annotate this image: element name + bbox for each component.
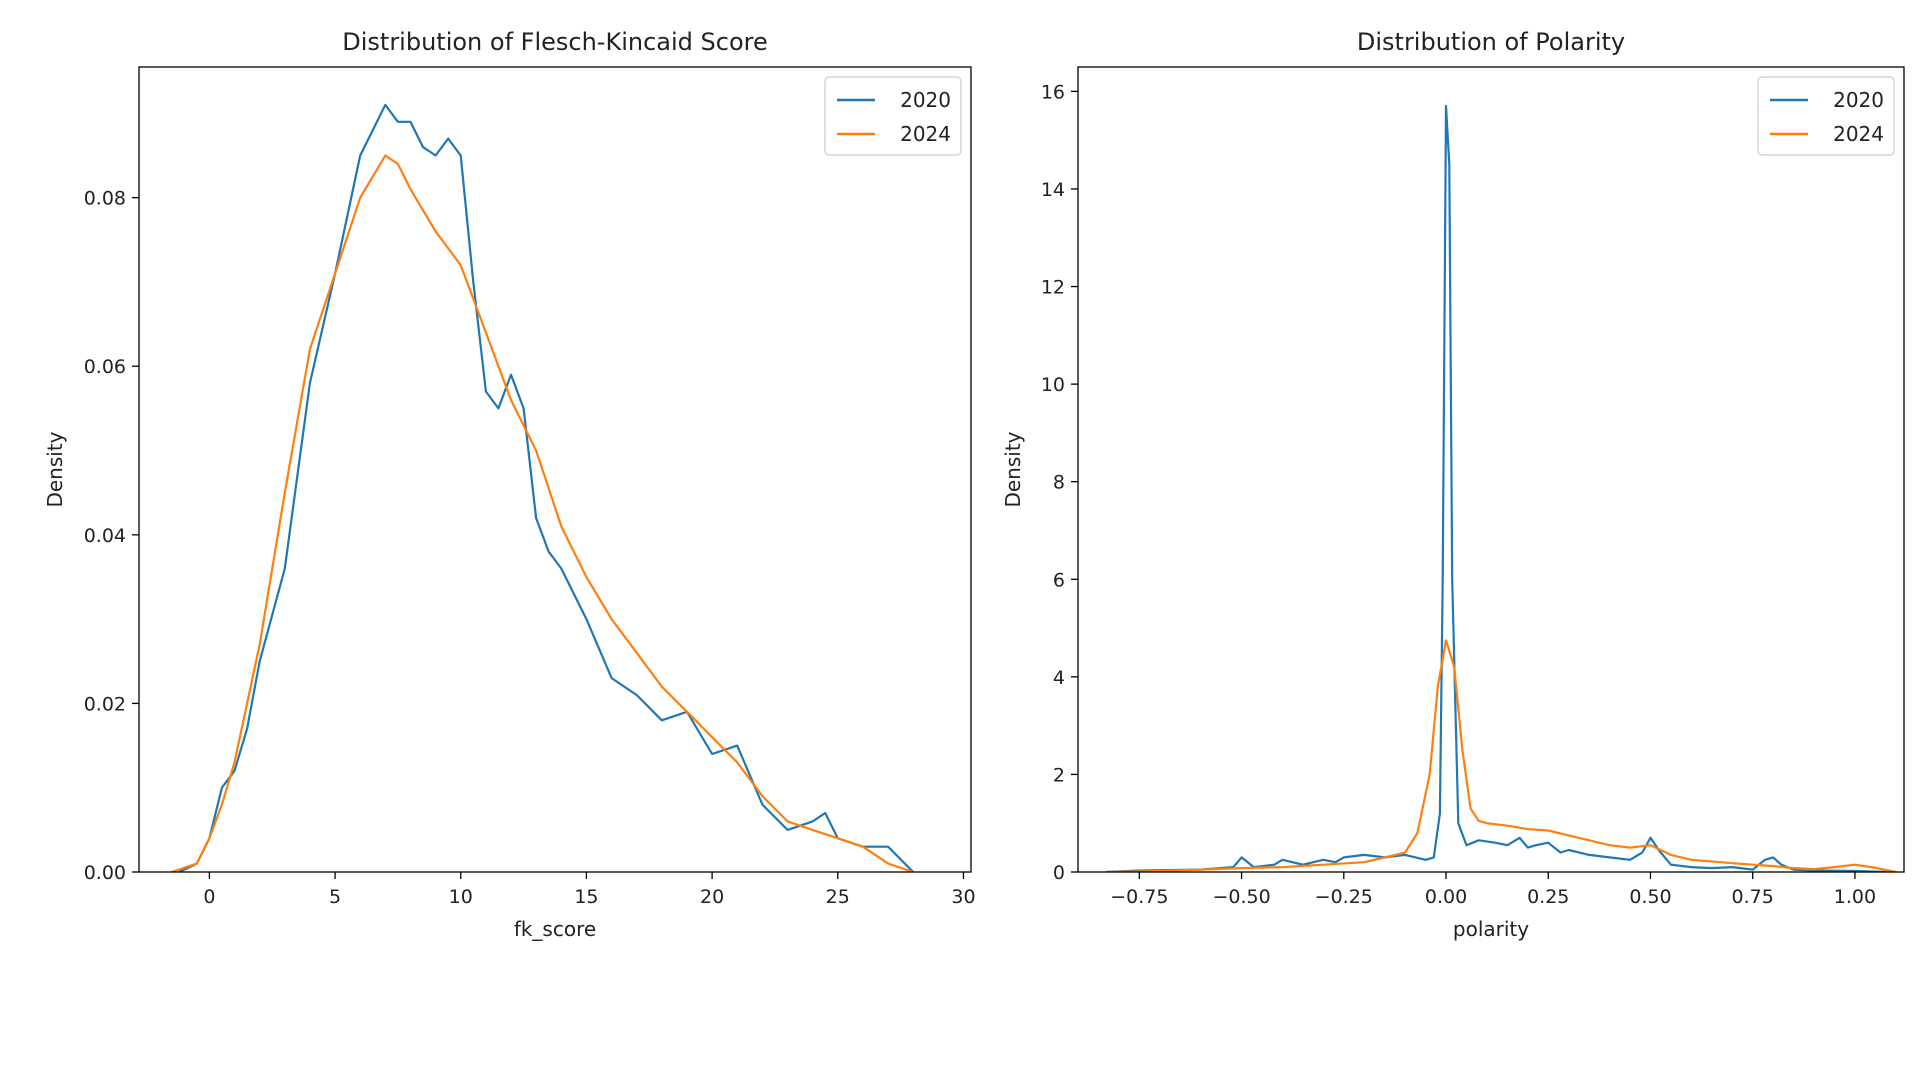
chart2-xtick-label: −0.25 xyxy=(1315,886,1373,908)
chart2-ylabel: Density xyxy=(1001,431,1025,507)
chart1-xtick-label: 15 xyxy=(574,886,598,908)
chart2-ytick-label: 0 xyxy=(1053,862,1065,884)
chart2-plot-frame xyxy=(1077,66,1905,873)
chart1-xtick-label: 30 xyxy=(951,886,975,908)
chart2-legend: 2020 2024 xyxy=(1757,76,1895,156)
chart2-legend-label-2020: 2020 xyxy=(1833,88,1884,112)
chart1-legend: 2020 2024 xyxy=(824,76,962,156)
chart1-xtick-label: 0 xyxy=(203,886,215,908)
chart2-ytick-label: 2 xyxy=(1053,764,1065,786)
chart2-ytick-label: 10 xyxy=(1041,374,1065,396)
chart2-ytick-label: 14 xyxy=(1041,179,1065,201)
chart2-xtick-label: −0.50 xyxy=(1212,886,1270,908)
chart2-ytick-label: 4 xyxy=(1053,667,1065,689)
chart1-ytick-label: 0.08 xyxy=(84,188,126,210)
chart1-xtick-label: 5 xyxy=(329,886,341,908)
chart2-xtick-label: −0.75 xyxy=(1110,886,1168,908)
chart1-xtick-label: 20 xyxy=(700,886,724,908)
chart1-xtick-label: 25 xyxy=(826,886,850,908)
chart2-ytick-label: 6 xyxy=(1053,569,1065,591)
chart1-series-2024 xyxy=(170,154,915,872)
chart1-ytick-label: 0.04 xyxy=(84,525,126,547)
chart2-ytick-label: 8 xyxy=(1053,472,1065,494)
chart1-group: 0 5 10 15 20 25 30 0.00 0.02 0.04 0.06 0.08 Distribu… xyxy=(43,28,976,941)
chart2-xtick-label: 0.25 xyxy=(1527,886,1569,908)
chart2-series-2024 xyxy=(1105,639,1897,872)
chart2-legend-box xyxy=(1757,76,1895,156)
chart2-xlabel: polarity xyxy=(1453,917,1529,941)
chart2-legend-label-2024: 2024 xyxy=(1833,122,1884,146)
chart2-xtick-label: 0.00 xyxy=(1425,886,1467,908)
chart1-legend-label-2020: 2020 xyxy=(900,88,951,112)
chart2-xtick-label: 1.00 xyxy=(1834,886,1876,908)
chart2-ytick-label: 16 xyxy=(1041,81,1065,103)
chart1-series-2020 xyxy=(178,103,915,872)
chart1-legend-box xyxy=(824,76,962,156)
chart1-plot-frame xyxy=(138,66,972,873)
chart2-series-2020 xyxy=(1105,104,1889,872)
chart1-ytick-label: 0.00 xyxy=(84,862,126,884)
chart1-xtick-label: 10 xyxy=(449,886,473,908)
chart1-ylabel: Density xyxy=(43,431,67,507)
chart2-xtick-label: 0.75 xyxy=(1732,886,1774,908)
chart2-group: −0.75 −0.50 −0.25 0.00 0.25 0.50 0.75 1.00 0 2 4 6 8… xyxy=(1001,28,1905,941)
chart1-ytick-label: 0.06 xyxy=(84,356,126,378)
chart2-ytick-label: 12 xyxy=(1041,277,1065,299)
chart2-xtick-label: 0.50 xyxy=(1629,886,1671,908)
chart1-title: Distribution of Flesch-Kincaid Score xyxy=(342,28,767,56)
chart1-legend-label-2024: 2024 xyxy=(900,122,951,146)
chart1-xlabel: fk_score xyxy=(514,917,596,941)
chart1-ytick-label: 0.02 xyxy=(84,693,126,715)
chart2-title: Distribution of Polarity xyxy=(1357,28,1625,56)
